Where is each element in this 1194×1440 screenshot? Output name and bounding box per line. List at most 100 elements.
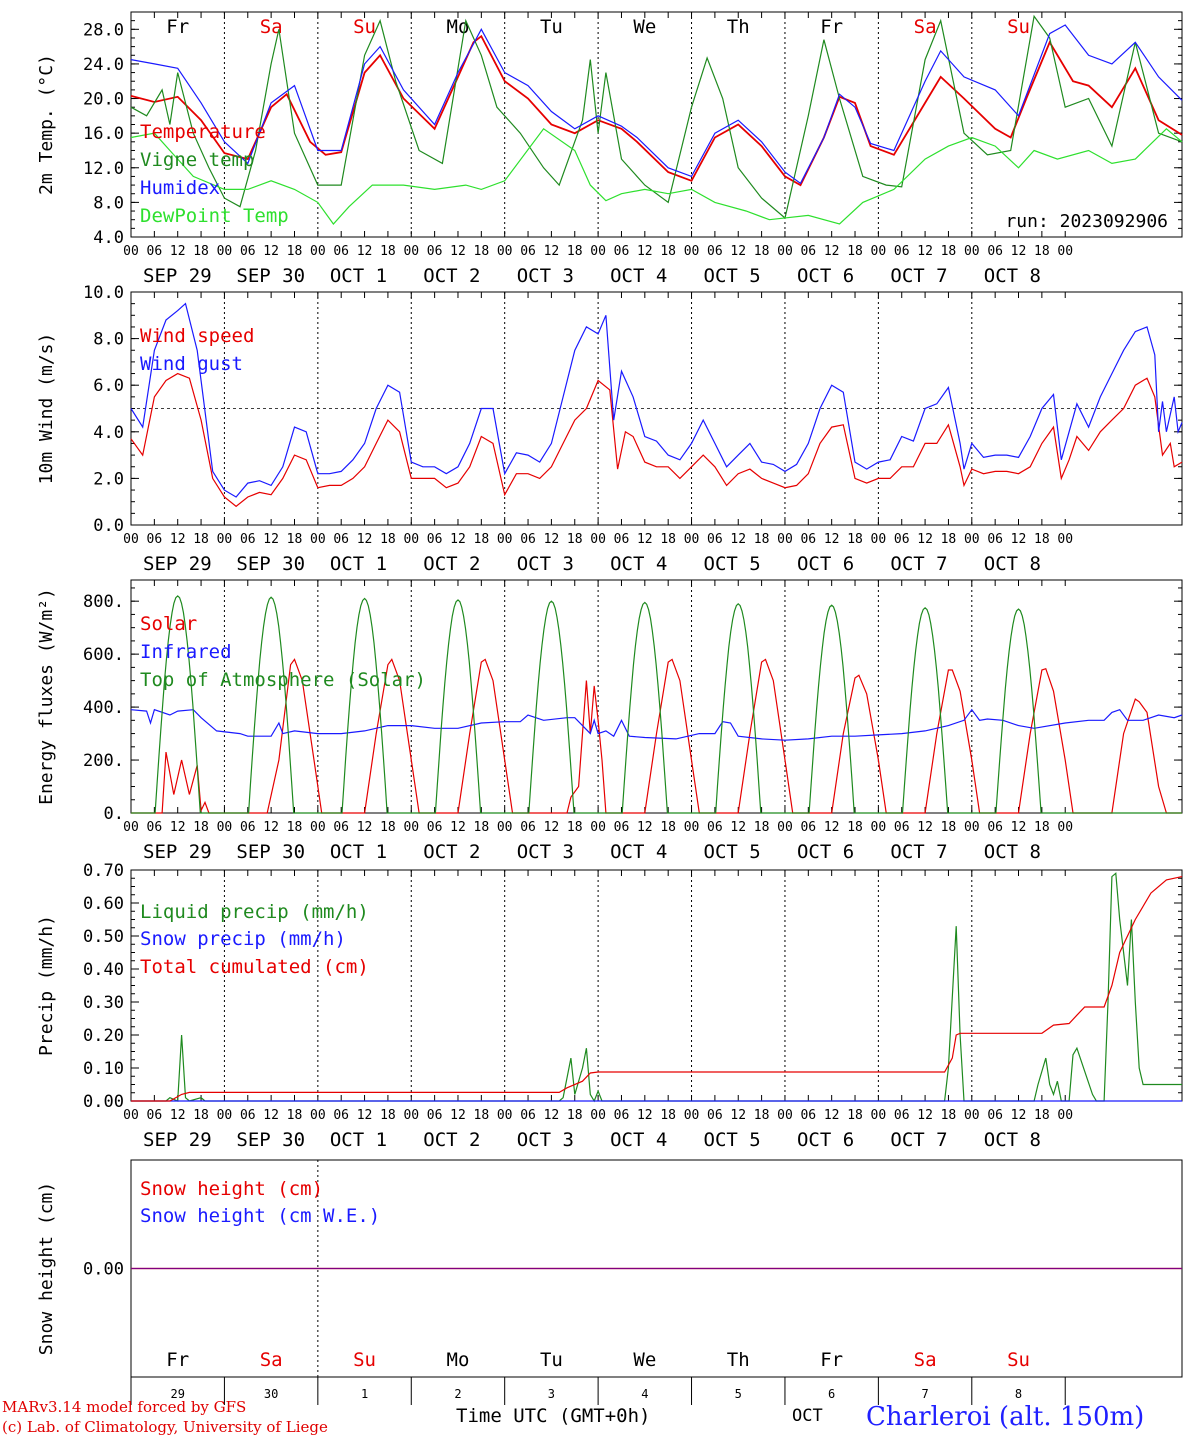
hour-tick-label: 18 [941,1108,957,1123]
hour-tick-label: 18 [380,532,396,547]
hour-tick-label: 12 [357,1108,373,1123]
hour-tick-label: 06 [894,820,910,835]
weekday-label: Sa [914,1349,937,1371]
y-axis-label: Snow height (cm) [36,1182,57,1355]
weekday-label: Fr [820,1349,843,1371]
hour-tick-label: 06 [894,532,910,547]
legend-entry: Infrared [140,641,232,663]
series-line-total-cumulated-cm- [131,876,1183,1102]
hour-tick-label: 12 [170,532,186,547]
hour-tick-label: 12 [357,820,373,835]
hour-tick-label: 00 [403,532,419,547]
date-label: OCT 6 [797,553,854,575]
y-tick-label: 0.10 [83,1059,124,1079]
hour-tick-label: 18 [193,532,209,547]
hour-tick-label: 06 [987,244,1003,259]
hour-tick-label: 06 [800,244,816,259]
weekday-label: Su [1007,1349,1030,1371]
hour-tick-label: 12 [544,532,560,547]
day-number-label: 4 [641,1387,648,1401]
y-tick-label: 20.0 [83,90,124,110]
x-axis-title: Time UTC (GMT+0h) [456,1405,651,1427]
hour-tick-label: 18 [380,244,396,259]
hour-tick-label: 06 [707,820,723,835]
weekday-label: Tu [540,1349,563,1371]
y-tick-label: 10.0 [83,283,124,303]
hour-tick-label: 00 [403,1108,419,1123]
hour-tick-label: 18 [847,820,863,835]
hour-tick-label: 12 [450,1108,466,1123]
hour-tick-label: 12 [544,1108,560,1123]
hour-tick-label: 06 [427,244,443,259]
hour-tick-label: 12 [170,820,186,835]
weekday-label: Th [727,16,750,38]
hour-tick-label: 00 [590,244,606,259]
day-number-label: 3 [548,1387,555,1401]
y-tick-label: 800. [83,592,124,612]
date-label: OCT 7 [890,553,947,575]
day-number-label: 30 [264,1387,278,1401]
hour-tick-label: 12 [917,1108,933,1123]
date-label: OCT 6 [797,265,854,287]
date-label: SEP 30 [236,553,305,575]
date-label: OCT 7 [890,1129,947,1151]
hour-tick-label: 06 [800,1108,816,1123]
hour-tick-label: 12 [637,532,653,547]
hour-tick-label: 00 [497,244,513,259]
hour-tick-label: 12 [450,532,466,547]
hour-tick-label: 06 [520,532,536,547]
weekday-label: Fr [820,16,843,38]
series-line-temperature [130,34,1183,187]
day-number-label: 8 [1015,1387,1022,1401]
date-label: OCT 7 [890,265,947,287]
series-line-wind-gust [130,302,1183,498]
hour-tick-label: 12 [263,532,279,547]
hour-tick-label: 00 [684,820,700,835]
hour-tick-label: 00 [871,244,887,259]
hour-tick-label: 18 [287,532,303,547]
y-tick-label: 0.60 [83,894,124,914]
hour-tick-label: 18 [567,532,583,547]
hour-tick-label: 18 [1034,1108,1050,1123]
run-annotation: run: 2023092906 [1005,211,1168,232]
plot-frame [130,11,1183,238]
legend-entry: Wind speed [140,325,254,347]
y-tick-label: 8.0 [93,193,124,213]
hour-tick-label: 00 [871,532,887,547]
legend-entry: Snow height (cm) [140,1178,323,1200]
hour-tick-label: 00 [310,1108,326,1123]
y-tick-label: 28.0 [83,20,124,40]
hour-tick-label: 00 [964,532,980,547]
date-label: OCT 8 [984,841,1041,863]
y-tick-label: 0.70 [83,861,124,881]
legend-entry: Snow height (cm W.E.) [140,1205,380,1227]
day-number-label: 7 [921,1387,928,1401]
hour-tick-label: 06 [147,1108,163,1123]
date-label: SEP 30 [236,1129,305,1151]
hour-tick-label: 12 [824,1108,840,1123]
hour-tick-label: 06 [240,1108,256,1123]
hour-tick-label: 00 [217,820,233,835]
weekday-label: Sa [260,1349,283,1371]
y-tick-label: 6.0 [93,376,124,396]
weekday-label: Th [727,1349,750,1371]
hour-tick-label: 12 [263,244,279,259]
hour-tick-label: 12 [263,820,279,835]
hour-tick-label: 00 [590,820,606,835]
hour-tick-label: 18 [941,820,957,835]
panel-4: 00 06 12 18 00 06 12 18 00 06 12 18 00 06 12 18 00 06 12 18… [36,861,1183,1151]
date-label: OCT 8 [984,265,1041,287]
hour-tick-label: 06 [147,244,163,259]
hour-tick-label: 00 [217,244,233,259]
day-number-label: 2 [454,1387,461,1401]
hour-tick-label: 00 [1057,532,1073,547]
hour-tick-label: 18 [567,244,583,259]
hour-tick-label: 18 [1034,244,1050,259]
weekday-label: We [633,1349,656,1371]
date-label: OCT 1 [330,841,387,863]
series-line-dewpoint-temp [130,127,1183,225]
hour-tick-label: 06 [987,532,1003,547]
date-label: OCT 5 [704,553,761,575]
date-label: OCT 1 [330,265,387,287]
hour-tick-label: 12 [637,820,653,835]
